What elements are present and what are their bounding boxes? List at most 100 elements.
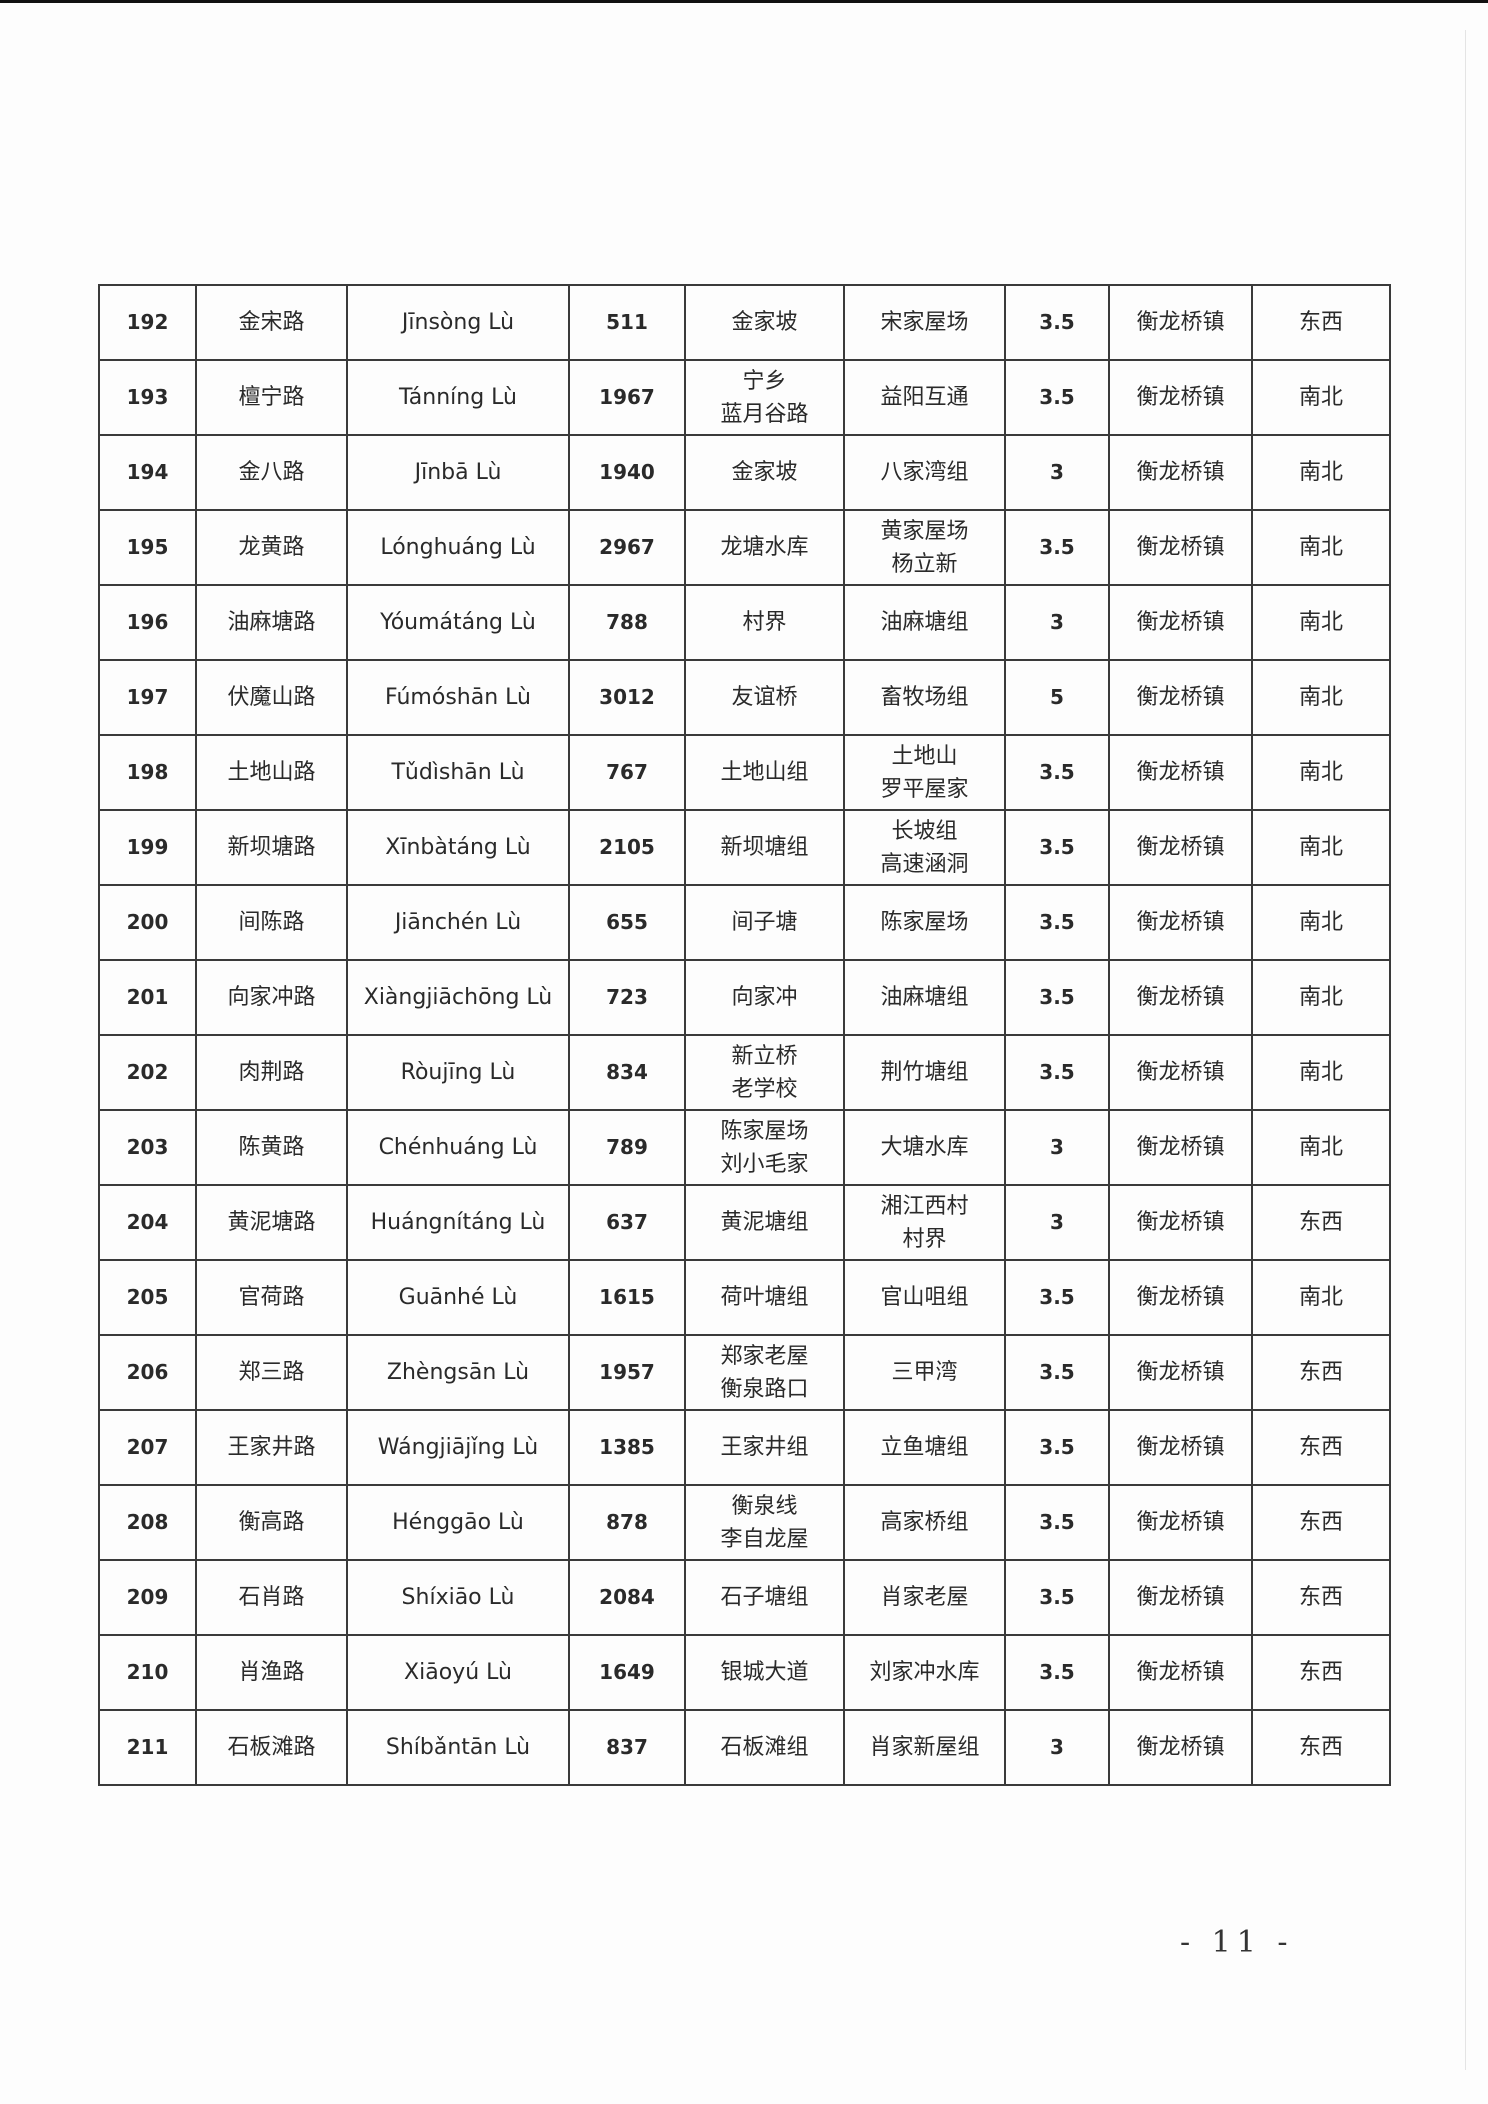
table-row: 203 陈黄路 Chénhuáng Lù 789 陈家屋场 刘小毛家 大塘水库 3 衡龙桥镇南… bbox=[98, 1109, 1391, 1186]
start-point-cell: 郑家老屋 衡泉路口 bbox=[684, 1334, 845, 1411]
start-point-cell: 宁乡 蓝月谷路 bbox=[684, 359, 845, 436]
start-point-cell: 金家坡 bbox=[684, 434, 845, 511]
direction-cell: 东西 bbox=[1251, 1634, 1391, 1711]
road-name-cell: 金宋路 bbox=[195, 284, 348, 361]
town-cell: 衡龙桥镇 bbox=[1108, 1034, 1253, 1111]
start-point-cell: 间子塘 bbox=[684, 884, 845, 961]
road-width-cell: 3.5 bbox=[1004, 1034, 1110, 1111]
town-cell: 衡龙桥镇 bbox=[1108, 1409, 1253, 1486]
road-width-cell: 3.5 bbox=[1004, 734, 1110, 811]
road-width-cell: 3.5 bbox=[1004, 1334, 1110, 1411]
road-pinyin-cell: Xiāoyú Lù bbox=[346, 1634, 570, 1711]
town-cell: 衡龙桥镇 bbox=[1108, 284, 1253, 361]
start-point-cell: 衡泉线 李自龙屋 bbox=[684, 1484, 845, 1561]
table-row: 199 新坝塘路 Xīnbàtáng Lù 2105 新坝塘组 长坡组 高速涵洞 3.5 衡龙… bbox=[98, 809, 1391, 886]
start-point-cell: 黄泥塘组 bbox=[684, 1184, 845, 1261]
start-point-cell: 友谊桥 bbox=[684, 659, 845, 736]
town-cell: 衡龙桥镇 bbox=[1108, 884, 1253, 961]
road-name-cell: 官荷路 bbox=[195, 1259, 348, 1336]
table-row: 198 土地山路 Tǔdìshān Lù 767 土地山组 土地山 罗平屋家 3.5 衡龙桥镇… bbox=[98, 734, 1391, 811]
road-name-cell: 黄泥塘路 bbox=[195, 1184, 348, 1261]
road-width-cell: 3.5 bbox=[1004, 1634, 1110, 1711]
road-pinyin-cell: Jīnsòng Lù bbox=[346, 284, 570, 361]
table-row: 204 黄泥塘路 Huángnítáng Lù 637 黄泥塘组 湘江西村 村界 3 衡龙桥镇… bbox=[98, 1184, 1391, 1261]
start-point-cell: 陈家屋场 刘小毛家 bbox=[684, 1109, 845, 1186]
row-number-cell: 204 bbox=[98, 1184, 197, 1261]
road-pinyin-cell: Guānhé Lù bbox=[346, 1259, 570, 1336]
town-cell: 衡龙桥镇 bbox=[1108, 809, 1253, 886]
table-row: 197 伏魔山路 Fúmóshān Lù 3012 友谊桥 畜牧场组 5 衡龙桥镇 南北 bbox=[98, 659, 1391, 736]
start-point-cell: 新坝塘组 bbox=[684, 809, 845, 886]
end-point-cell: 黄家屋场 杨立新 bbox=[843, 509, 1006, 586]
end-point-cell: 立鱼塘组 bbox=[843, 1409, 1006, 1486]
end-point-cell: 大塘水库 bbox=[843, 1109, 1006, 1186]
page-number: - 11 - bbox=[1180, 1925, 1294, 1960]
road-length-cell: 767 bbox=[568, 734, 686, 811]
row-number-cell: 196 bbox=[98, 584, 197, 661]
direction-cell: 东西 bbox=[1251, 1184, 1391, 1261]
end-point-cell: 肖家老屋 bbox=[843, 1559, 1006, 1636]
road-name-cell: 土地山路 bbox=[195, 734, 348, 811]
direction-cell: 南北 bbox=[1251, 1259, 1391, 1336]
row-number-cell: 193 bbox=[98, 359, 197, 436]
end-point-cell: 油麻塘组 bbox=[843, 959, 1006, 1036]
road-width-cell: 3.5 bbox=[1004, 959, 1110, 1036]
end-point-cell: 湘江西村 村界 bbox=[843, 1184, 1006, 1261]
direction-cell: 南北 bbox=[1251, 509, 1391, 586]
row-number-cell: 206 bbox=[98, 1334, 197, 1411]
start-point-cell: 银城大道 bbox=[684, 1634, 845, 1711]
direction-cell: 南北 bbox=[1251, 584, 1391, 661]
road-width-cell: 3 bbox=[1004, 434, 1110, 511]
road-name-cell: 王家井路 bbox=[195, 1409, 348, 1486]
start-point-cell: 新立桥 老学校 bbox=[684, 1034, 845, 1111]
road-length-cell: 511 bbox=[568, 284, 686, 361]
row-number-cell: 198 bbox=[98, 734, 197, 811]
road-name-cell: 衡高路 bbox=[195, 1484, 348, 1561]
road-length-cell: 878 bbox=[568, 1484, 686, 1561]
road-pinyin-cell: Tánníng Lù bbox=[346, 359, 570, 436]
table-row: 205 官荷路 Guānhé Lù 1615 荷叶塘组 官山咀组 3.5 衡龙桥镇 南北 bbox=[98, 1259, 1391, 1336]
road-width-cell: 3.5 bbox=[1004, 1559, 1110, 1636]
road-pinyin-cell: Shíbǎntān Lù bbox=[346, 1709, 570, 1786]
road-name-cell: 伏魔山路 bbox=[195, 659, 348, 736]
road-pinyin-cell: Tǔdìshān Lù bbox=[346, 734, 570, 811]
row-number-cell: 208 bbox=[98, 1484, 197, 1561]
row-number-cell: 201 bbox=[98, 959, 197, 1036]
road-pinyin-cell: Jīnbā Lù bbox=[346, 434, 570, 511]
road-length-cell: 2105 bbox=[568, 809, 686, 886]
town-cell: 衡龙桥镇 bbox=[1108, 1634, 1253, 1711]
table-row: 211 石板滩路 Shíbǎntān Lù 837 石板滩组 肖家新屋组 3 衡龙桥镇 东西 bbox=[98, 1709, 1391, 1786]
town-cell: 衡龙桥镇 bbox=[1108, 1259, 1253, 1336]
row-number-cell: 207 bbox=[98, 1409, 197, 1486]
town-cell: 衡龙桥镇 bbox=[1108, 434, 1253, 511]
road-pinyin-cell: Shíxiāo Lù bbox=[346, 1559, 570, 1636]
road-width-cell: 3 bbox=[1004, 1184, 1110, 1261]
end-point-cell: 长坡组 高速涵洞 bbox=[843, 809, 1006, 886]
start-point-cell: 金家坡 bbox=[684, 284, 845, 361]
road-length-cell: 2967 bbox=[568, 509, 686, 586]
road-length-cell: 723 bbox=[568, 959, 686, 1036]
row-number-cell: 200 bbox=[98, 884, 197, 961]
road-width-cell: 3 bbox=[1004, 584, 1110, 661]
road-name-cell: 石板滩路 bbox=[195, 1709, 348, 1786]
road-name-cell: 肖渔路 bbox=[195, 1634, 348, 1711]
row-number-cell: 203 bbox=[98, 1109, 197, 1186]
direction-cell: 南北 bbox=[1251, 1109, 1391, 1186]
road-name-cell: 陈黄路 bbox=[195, 1109, 348, 1186]
table-row: 196 油麻塘路 Yóumátáng Lù 788 村界 油麻塘组 3 衡龙桥镇 南北 bbox=[98, 584, 1391, 661]
direction-cell: 东西 bbox=[1251, 284, 1391, 361]
town-cell: 衡龙桥镇 bbox=[1108, 659, 1253, 736]
row-number-cell: 205 bbox=[98, 1259, 197, 1336]
table-row: 200 间陈路 Jiānchén Lù 655 间子塘 陈家屋场 3.5 衡龙桥镇 南北 bbox=[98, 884, 1391, 961]
row-number-cell: 197 bbox=[98, 659, 197, 736]
end-point-cell: 官山咀组 bbox=[843, 1259, 1006, 1336]
road-length-cell: 3012 bbox=[568, 659, 686, 736]
road-width-cell: 3.5 bbox=[1004, 809, 1110, 886]
table-row: 201 向家冲路 Xiàngjiāchōng Lù 723 向家冲 油麻塘组 3.5 衡龙桥镇… bbox=[98, 959, 1391, 1036]
road-name-cell: 郑三路 bbox=[195, 1334, 348, 1411]
row-number-cell: 202 bbox=[98, 1034, 197, 1111]
end-point-cell: 陈家屋场 bbox=[843, 884, 1006, 961]
road-length-cell: 655 bbox=[568, 884, 686, 961]
road-pinyin-cell: Hénggāo Lù bbox=[346, 1484, 570, 1561]
road-width-cell: 5 bbox=[1004, 659, 1110, 736]
